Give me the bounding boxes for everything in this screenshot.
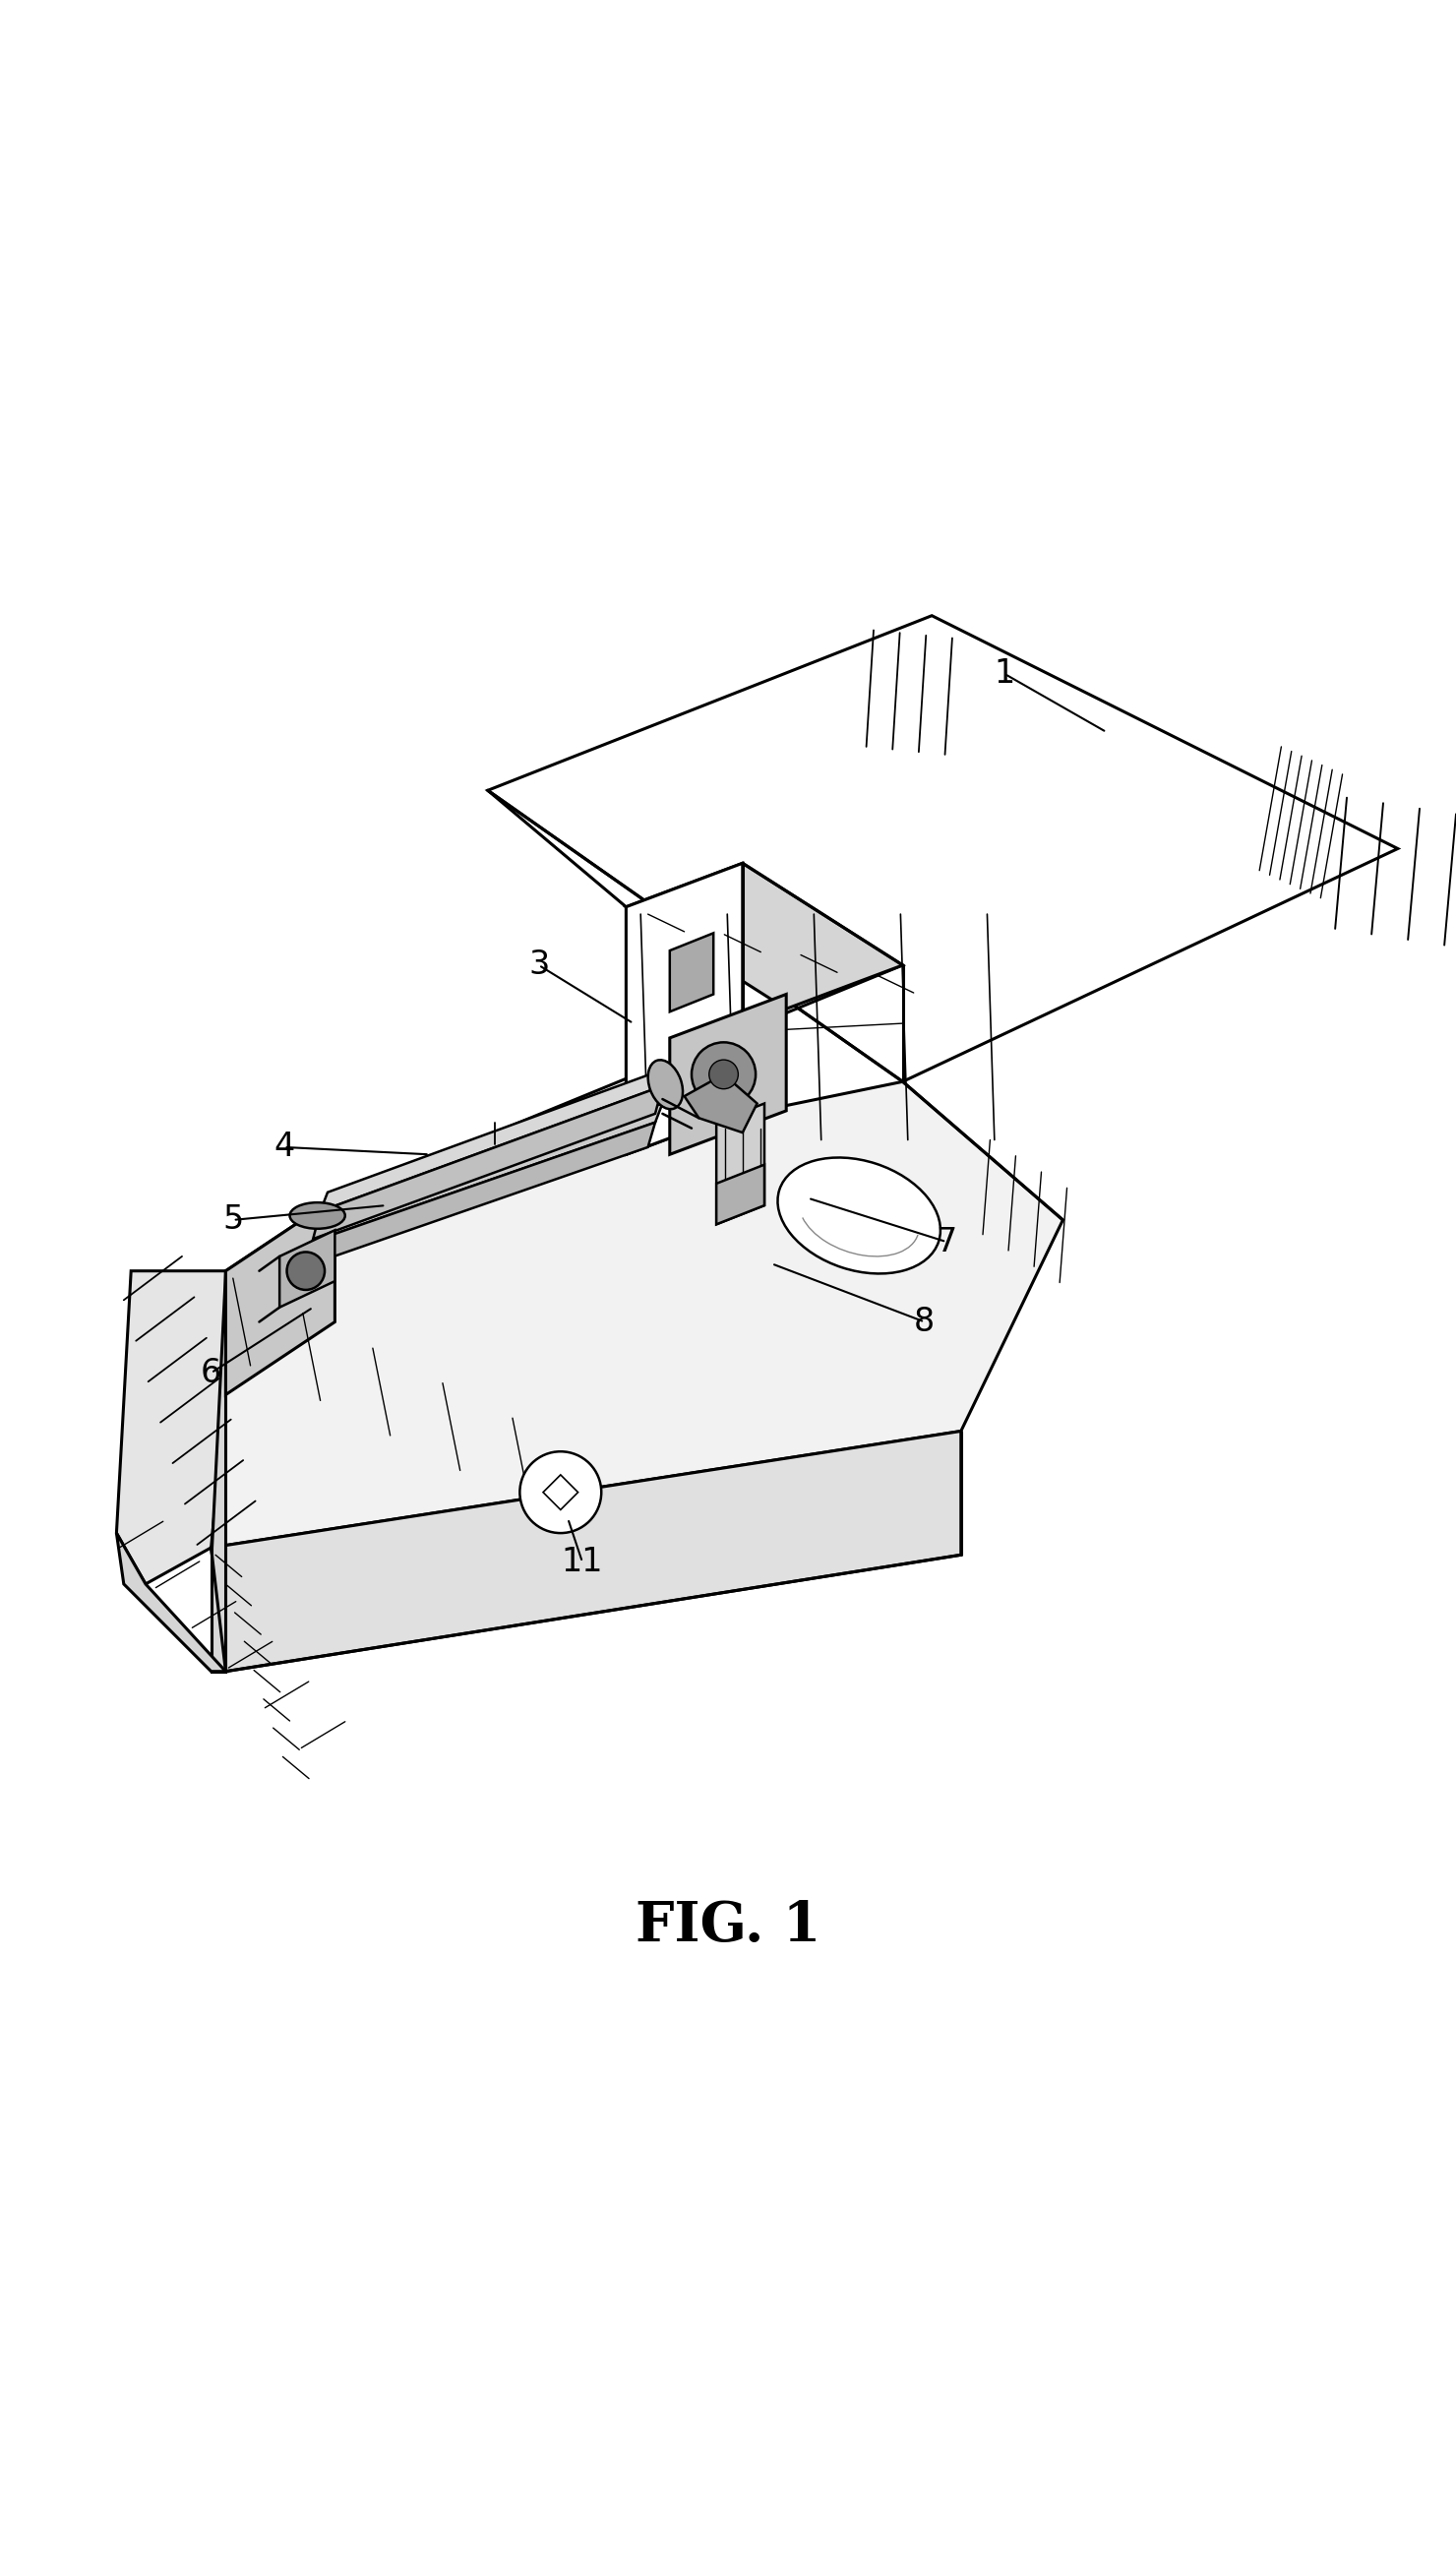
Polygon shape: [116, 1532, 226, 1671]
Polygon shape: [670, 995, 786, 1154]
Circle shape: [709, 1059, 738, 1090]
Circle shape: [692, 1041, 756, 1106]
Polygon shape: [280, 1229, 335, 1306]
Text: 5: 5: [223, 1203, 243, 1237]
Circle shape: [287, 1252, 325, 1291]
Text: 7: 7: [936, 1226, 957, 1257]
Polygon shape: [211, 1082, 1063, 1548]
Circle shape: [520, 1453, 601, 1532]
Text: 4: 4: [274, 1131, 294, 1165]
Polygon shape: [716, 1165, 764, 1224]
Ellipse shape: [778, 1157, 941, 1273]
Polygon shape: [313, 1124, 655, 1265]
Polygon shape: [684, 1075, 757, 1134]
Polygon shape: [320, 1103, 662, 1239]
Text: 6: 6: [201, 1357, 221, 1388]
Ellipse shape: [648, 1059, 683, 1108]
Text: FIG. 1: FIG. 1: [635, 1900, 821, 1954]
Polygon shape: [626, 864, 743, 1154]
Text: 1: 1: [994, 658, 1015, 689]
Polygon shape: [488, 614, 1398, 1082]
Polygon shape: [211, 1270, 226, 1671]
Polygon shape: [226, 1198, 335, 1393]
Text: 3: 3: [529, 949, 549, 982]
Polygon shape: [116, 1270, 226, 1584]
Polygon shape: [313, 1085, 662, 1239]
Text: 8: 8: [914, 1306, 935, 1337]
Polygon shape: [211, 1432, 961, 1671]
Polygon shape: [716, 1103, 764, 1224]
Polygon shape: [626, 864, 903, 1008]
Polygon shape: [320, 1067, 670, 1211]
Ellipse shape: [290, 1203, 345, 1229]
Text: 11: 11: [562, 1545, 603, 1579]
Polygon shape: [670, 933, 713, 1013]
